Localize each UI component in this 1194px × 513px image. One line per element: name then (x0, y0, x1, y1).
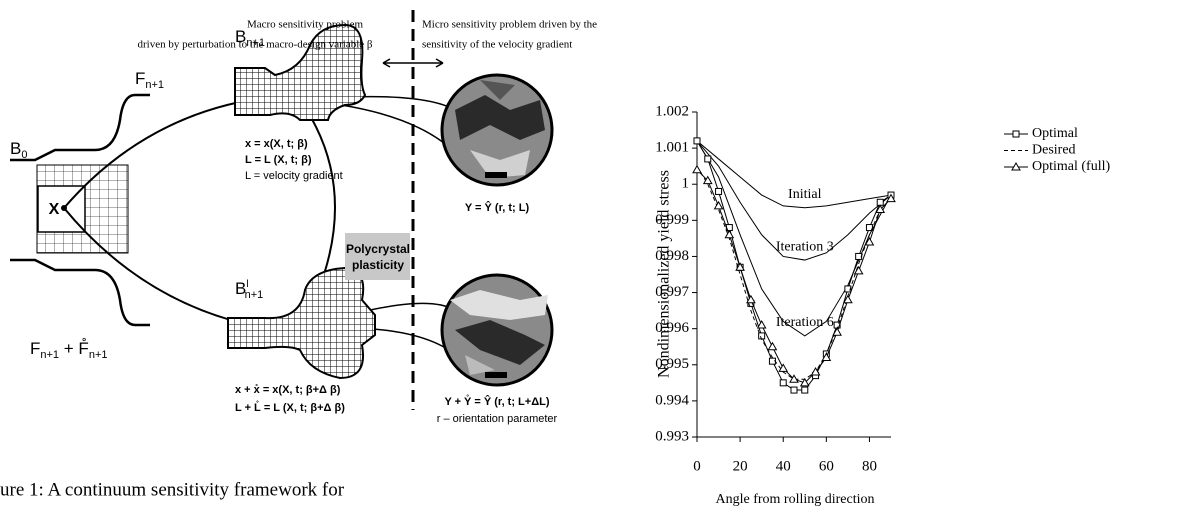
point (802, 387, 808, 393)
curve-label: Initial (788, 187, 822, 202)
point (705, 156, 711, 162)
f1-label: Fn+1 (135, 69, 164, 90)
point (758, 321, 766, 328)
equation: Y + Y̊ = Ŷ (r, t; L+ΔL) (444, 394, 549, 408)
figure: Macro sensitivity problem driven by pert… (0, 0, 1194, 513)
point (877, 199, 883, 205)
y-axis-title: Nondimensionalized yield stress (656, 170, 673, 378)
point (693, 166, 701, 173)
micro-label: Micro sensitivity problem driven by the (422, 19, 597, 31)
caption: ure 1: A continuum sensitivity framework… (0, 479, 345, 500)
equation: x = x(X, t; β) (245, 138, 308, 150)
b1-label: Bn+1 (235, 27, 265, 48)
point (759, 333, 765, 339)
f2-label: Fn+1 + F̊n+1 (30, 339, 108, 361)
chart: Nondimensionalized yield stress Angle fr… (655, 103, 1110, 507)
symbol: F (30, 339, 40, 358)
y-tick-label: 1 (682, 176, 690, 192)
x-axis-title: Angle from rolling direction (715, 492, 874, 507)
y-tick-label: 0.997 (655, 284, 689, 300)
deformed-mesh (228, 268, 375, 378)
equation: L = velocity gradient (245, 170, 343, 182)
y-tick-label: 0.994 (655, 392, 689, 408)
y-tick-label: 1.002 (655, 103, 689, 119)
symbol: F (135, 69, 145, 88)
point (780, 380, 786, 386)
y-tick-label: 0.999 (655, 212, 689, 228)
x-label: X (49, 201, 60, 218)
curve-label: Iteration 3 (776, 239, 834, 254)
x-tick-label: 0 (693, 458, 701, 474)
symbol: + F̊ (59, 339, 89, 358)
x-tick-label: 40 (776, 458, 791, 474)
x-tick-label: 60 (819, 458, 834, 474)
curve-label: Iteration 6 (776, 315, 834, 330)
subscript: 0 (21, 149, 27, 161)
subscript: n+1 (145, 79, 164, 91)
subscript: n+1 (89, 349, 108, 361)
diagram: Macro sensitivity problem driven by pert… (0, 10, 597, 500)
point (747, 296, 755, 303)
symbol: B (235, 27, 246, 46)
equation: x + x̊ = x(X, t; β+Δ β) (235, 384, 341, 396)
legend-label: Optimal (1032, 126, 1078, 141)
point (768, 343, 776, 350)
x-tick-label: 20 (733, 458, 748, 474)
poly-label: plasticity (352, 258, 404, 272)
point (716, 188, 722, 194)
point (694, 138, 700, 144)
symbol: B (10, 139, 21, 158)
equation: r – orientation parameter (437, 413, 558, 425)
subscript: n+1 (40, 349, 59, 361)
point (791, 387, 797, 393)
y-tick-label: 0.995 (655, 356, 689, 372)
macro-label: Macro sensitivity problem (247, 19, 364, 31)
y-tick-label: 0.996 (655, 320, 689, 336)
x-tick-label: 80 (862, 458, 877, 474)
equation: L = L (X, t; β) (245, 154, 312, 166)
b0-label: B0 (10, 139, 27, 160)
legend-label: Optimal (full) (1032, 159, 1110, 174)
microstructure (442, 275, 552, 385)
legend-marker (1013, 131, 1019, 137)
equation: L + L̊ = L (X, t; β+Δ β) (235, 400, 345, 414)
micro-label: sensitivity of the velocity gradient (422, 39, 572, 51)
y-tick-label: 0.998 (655, 248, 689, 264)
legend-label: Desired (1032, 143, 1076, 158)
polycrystal-box (345, 233, 410, 280)
subscript: n+1 (245, 289, 264, 301)
subscript: n+1 (246, 37, 265, 49)
y-tick-label: 0.993 (655, 428, 689, 444)
y-tick-label: 1.001 (655, 140, 689, 156)
equation: Y = Ŷ (r, t; L) (465, 201, 530, 214)
point (856, 253, 862, 259)
microstructure (442, 75, 552, 185)
point (855, 267, 863, 274)
poly-label: Polycrystal (346, 242, 410, 256)
double-arrow (383, 59, 443, 67)
point (715, 202, 723, 209)
